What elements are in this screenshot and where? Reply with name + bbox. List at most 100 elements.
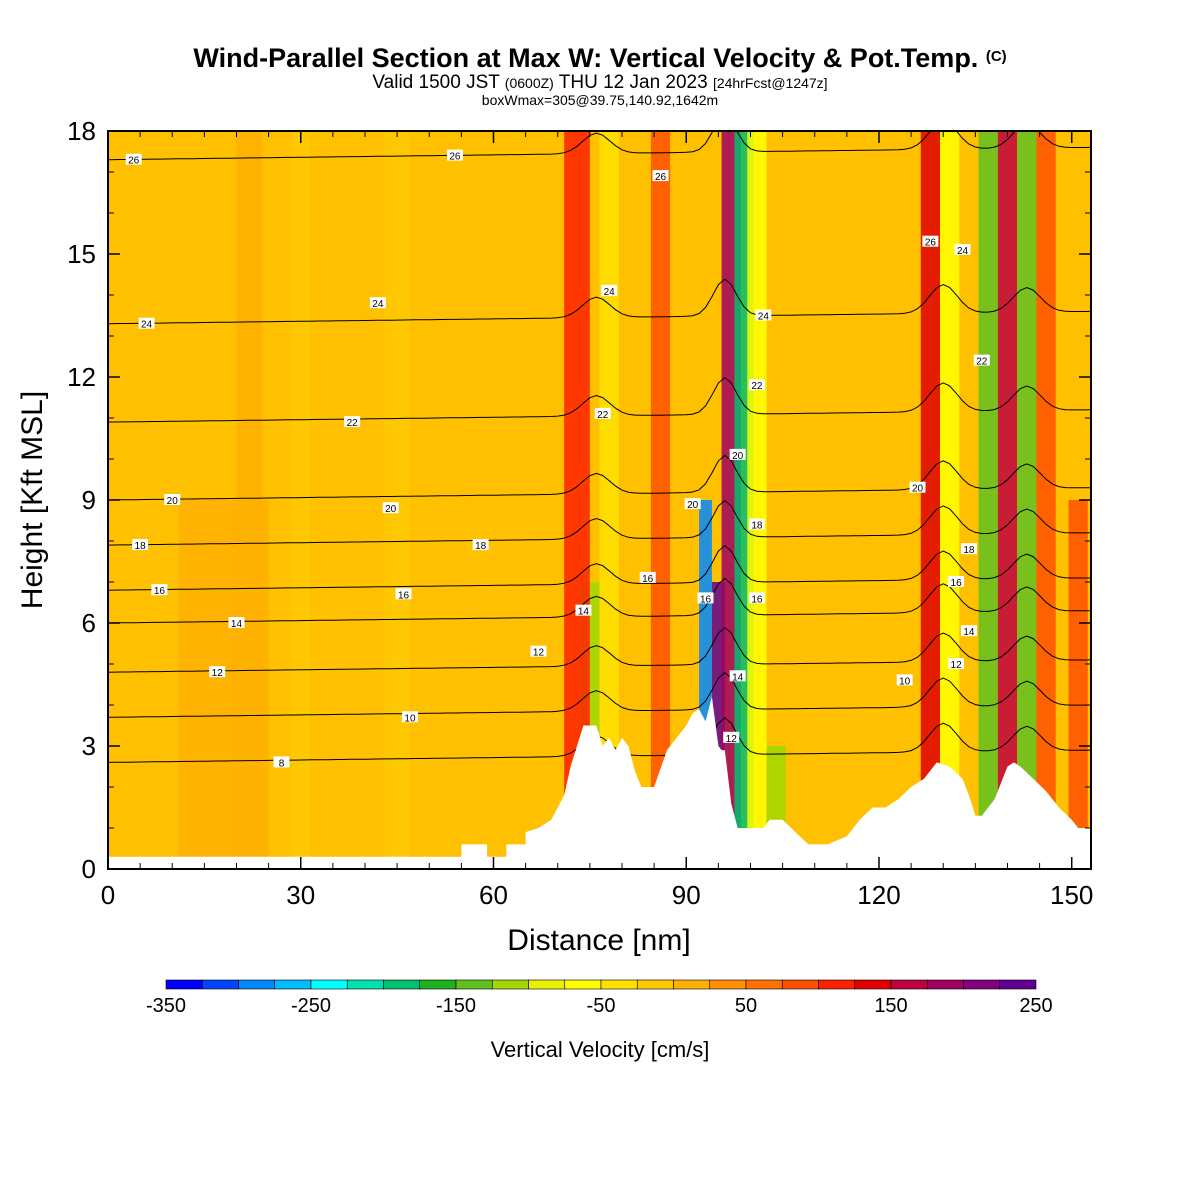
colorbar-swatch-8 [455, 979, 493, 990]
contour-label-20-4: 20 [909, 481, 926, 495]
velocity-band-19 [1036, 131, 1056, 869]
contour-label-14-2: 14 [729, 670, 746, 683]
y-tick-label: 15 [67, 239, 96, 269]
contour-label-text: 20 [732, 451, 744, 462]
y-tick-label: 18 [67, 116, 96, 146]
contour-label-bg [723, 731, 740, 743]
contour-label-text: 14 [578, 607, 590, 618]
contour-label-bg [132, 539, 149, 551]
contour-label-text: 12 [533, 648, 545, 659]
velocity-band-15 [940, 131, 960, 869]
colorbar-swatch-12 [600, 979, 638, 990]
contour-label-14-1: 14 [575, 604, 592, 618]
colorbar-tick-label: 150 [874, 995, 907, 1017]
x-tick-label: 30 [286, 880, 315, 910]
colorbar-swatch-18 [818, 979, 856, 990]
contour-label-text: 18 [751, 521, 763, 532]
theta-contour-22 [108, 376, 1091, 423]
contour-label-text: 22 [976, 357, 988, 368]
contour-label-text: 12 [212, 668, 224, 679]
velocity-band-2 [291, 131, 311, 869]
colorbar: -350 -250 -150 -50 50 150 250 [146, 979, 1053, 1017]
contour-label-bg [954, 243, 971, 255]
contour-label-text: 24 [957, 246, 969, 257]
theta-contour-12 [108, 626, 1091, 673]
valid-date: THU 12 Jan 2023 [558, 72, 708, 93]
contour-label-text: 18 [963, 545, 975, 556]
contour-label-text: 20 [687, 500, 699, 511]
colorbar-swatch-6 [383, 979, 421, 990]
colorbar-tick-label: 50 [735, 995, 757, 1017]
colorbar-swatch-16 [745, 979, 783, 990]
y-tick-label: 12 [67, 362, 96, 392]
x-tick-label: 120 [857, 880, 900, 910]
contour-label-text: 10 [899, 676, 911, 687]
x-tick-label: 150 [1050, 880, 1093, 910]
contour-label-26-1: 26 [446, 149, 463, 163]
colorbar-swatch-1 [201, 979, 239, 990]
theta-contour-14 [108, 577, 1091, 624]
contour-label-bg [748, 379, 765, 391]
contour-label-bg [382, 502, 399, 514]
contour-label-text: 22 [597, 410, 609, 421]
y-tick-label: 9 [82, 485, 96, 515]
contour-label-26-0: 26 [125, 153, 142, 167]
contour-label-bg [960, 625, 977, 637]
contour-label-text: 24 [758, 312, 770, 323]
colorbar-tick-label: -150 [436, 995, 476, 1017]
colorbar-swatch-13 [636, 979, 674, 990]
colorbar-swatch-4 [310, 979, 348, 990]
contour-label-bg [948, 658, 965, 669]
contour-label-bg [973, 354, 990, 366]
chart-title-text: Wind-Parallel Section at Max W: Vertical… [193, 43, 979, 73]
contour-label-24-4: 24 [954, 243, 971, 257]
contour-label-22-0: 22 [344, 416, 361, 429]
velocity-band-17 [997, 131, 1018, 869]
contour-label-text: 18 [475, 541, 487, 552]
velocity-band-6 [599, 131, 619, 869]
contour-label-bg [729, 670, 746, 682]
colorbar-swatch-11 [564, 979, 602, 990]
contour-label-bg [639, 571, 656, 583]
velocity-band-7 [650, 131, 671, 869]
contour-label-bg [138, 317, 155, 329]
contour-label-text: 24 [372, 299, 384, 310]
colorbar-tick-label: -50 [587, 995, 616, 1017]
contour-label-bg [601, 284, 618, 296]
contour-label-bg [755, 309, 772, 321]
contour-label-bg [446, 149, 463, 161]
contour-label-20-3: 20 [729, 448, 746, 462]
contour-label-bg [922, 235, 939, 247]
velocity-band-20 [1068, 500, 1088, 869]
contour-label-bg [684, 498, 701, 510]
colorbar-swatch-10 [528, 979, 566, 990]
contour-label-bg [748, 592, 765, 604]
contour-label-text: 14 [963, 627, 975, 638]
colorbar-label: Vertical Velocity [cm/s] [491, 1037, 710, 1062]
colorbar-swatch-21 [926, 979, 964, 990]
contour-label-16-4: 16 [748, 592, 765, 605]
x-tick-label: 60 [479, 880, 508, 910]
colorbar-swatch-15 [709, 979, 747, 990]
colorbar-swatch-23 [999, 979, 1037, 990]
contour-label-bg [729, 448, 746, 460]
contour-label-18-2: 18 [748, 518, 765, 532]
contour-label-bg [530, 645, 547, 657]
y-tick-label: 3 [82, 731, 96, 761]
contour-label-bg [164, 494, 181, 505]
contour-label-text: 26 [128, 156, 140, 167]
colorbar-swatch-20 [890, 979, 928, 990]
colorbar-swatch-7 [419, 979, 457, 990]
colorbar-swatch-19 [854, 979, 892, 990]
contour-label-text: 20 [167, 496, 179, 507]
contour-label-text: 20 [912, 484, 924, 495]
contour-label-bg [748, 518, 765, 530]
contour-label-text: 24 [141, 320, 153, 331]
contour-label-24-0: 24 [138, 317, 155, 331]
contour-label-bg [273, 756, 290, 768]
box-info: boxWmax=305@39.75,140.92,1642m [481, 92, 719, 108]
colorbar-swatch-3 [274, 979, 312, 990]
theta-contour-20 [108, 454, 1091, 501]
contour-label-12-2: 12 [723, 731, 740, 745]
contour-label-26-2: 26 [652, 170, 669, 183]
